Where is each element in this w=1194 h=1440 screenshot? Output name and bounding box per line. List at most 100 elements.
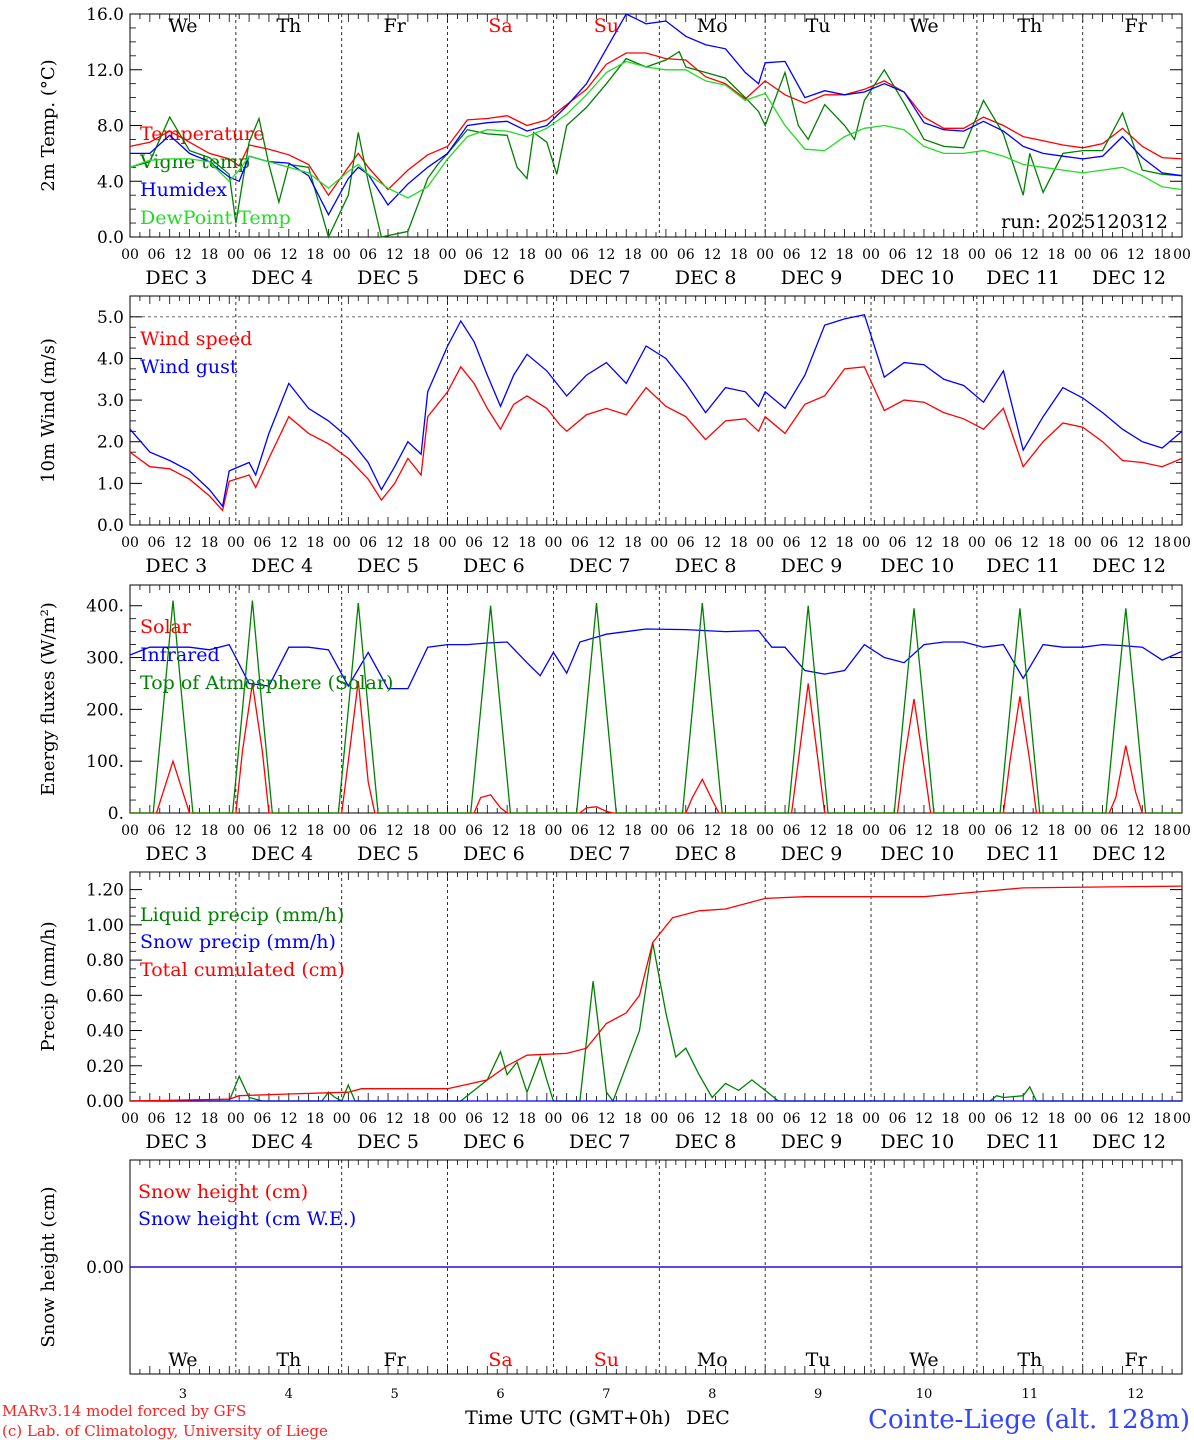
date-label: DEC 7 — [569, 555, 631, 577]
hour-label: 18 — [518, 823, 536, 839]
hour-label: 00 — [1173, 1111, 1191, 1127]
hour-label: 00 — [121, 247, 139, 263]
hour-label: 06 — [465, 1111, 483, 1127]
hour-label: 18 — [942, 535, 960, 551]
legend-entry: Snow height (cm) — [138, 1181, 308, 1203]
y-tick-label: 0.0 — [97, 516, 124, 536]
date-label: DEC 7 — [569, 843, 631, 865]
hour-label: 00 — [862, 247, 880, 263]
date-label: DEC 5 — [357, 1131, 419, 1153]
hour-label: 18 — [200, 823, 218, 839]
day-name: Mo — [697, 1349, 728, 1371]
y-tick-label: 0.0 — [97, 228, 124, 248]
hour-label: 06 — [1100, 1111, 1118, 1127]
hour-label: 12 — [915, 535, 933, 551]
hour-label: 06 — [1100, 535, 1118, 551]
day-name: Th — [1017, 1349, 1042, 1371]
hour-label: 00 — [439, 1111, 457, 1127]
hour-label: 12 — [809, 535, 827, 551]
hour-label: 06 — [994, 247, 1012, 263]
hour-label: 00 — [227, 535, 245, 551]
date-label: DEC 8 — [675, 843, 737, 865]
date-label: DEC 6 — [463, 267, 525, 289]
hour-label: 00 — [121, 1111, 139, 1127]
legend-entry: Liquid precip (mm/h) — [140, 904, 344, 926]
hour-label: 12 — [1021, 535, 1039, 551]
hour-label: 12 — [597, 1111, 615, 1127]
x-axis-unit: DEC — [686, 1407, 730, 1429]
hour-label: 18 — [306, 1111, 324, 1127]
legend-entry: Vigne temp — [139, 151, 250, 173]
y-axis-label: Energy fluxes (W/m²) — [38, 602, 59, 796]
hour-label: 00 — [968, 823, 986, 839]
date-label: DEC 4 — [251, 843, 313, 865]
date-label: DEC 4 — [251, 555, 313, 577]
legend-entry: DewPoint Temp — [140, 207, 291, 229]
hour-label: 06 — [889, 247, 907, 263]
hour-label: 12 — [809, 1111, 827, 1127]
day-number: 7 — [602, 1387, 610, 1402]
hour-label: 12 — [1127, 535, 1145, 551]
day-number: 11 — [1022, 1387, 1039, 1402]
hour-label: 18 — [1047, 535, 1065, 551]
y-axis-label: 2m Temp. (°C) — [38, 59, 59, 191]
day-name: We — [909, 1349, 938, 1371]
hour-label: 06 — [677, 535, 695, 551]
day-name: Tu — [806, 1349, 831, 1371]
hour-label: 06 — [889, 535, 907, 551]
hour-label: 12 — [809, 823, 827, 839]
date-label: DEC 11 — [986, 555, 1060, 577]
day-number: 4 — [285, 1387, 293, 1402]
hour-label: 18 — [836, 823, 854, 839]
hour-label: 12 — [1127, 1111, 1145, 1127]
hour-label: 06 — [783, 1111, 801, 1127]
panel-1: 0.0 4.0 8.0 12.0 16.0 2m Temp. (°C) Temperatur… — [38, 5, 1191, 289]
hour-label: 12 — [386, 823, 404, 839]
hour-label: 12 — [280, 1111, 298, 1127]
hour-label: 18 — [1153, 247, 1171, 263]
day-number: 6 — [496, 1387, 504, 1402]
hour-label: 12 — [1127, 247, 1145, 263]
date-label: DEC 5 — [357, 267, 419, 289]
y-tick-label: 100. — [86, 752, 124, 772]
y-tick-label: 1.00 — [86, 916, 124, 936]
hour-label: 12 — [1021, 823, 1039, 839]
hour-label: 12 — [280, 535, 298, 551]
hour-label: 12 — [492, 823, 510, 839]
date-label: DEC 10 — [880, 843, 954, 865]
hour-label: 12 — [386, 535, 404, 551]
y-axis-label: Precip (mm/h) — [38, 921, 59, 1051]
hour-label: 06 — [677, 247, 695, 263]
hour-label: 00 — [121, 823, 139, 839]
hour-label: 12 — [492, 1111, 510, 1127]
y-tick-label: 0.60 — [86, 986, 124, 1006]
series-line — [129, 628, 1183, 690]
plot-frame — [129, 295, 1183, 526]
hour-label: 06 — [889, 1111, 907, 1127]
hour-label: 12 — [280, 247, 298, 263]
day-number: 9 — [814, 1387, 822, 1402]
hour-label: 06 — [571, 823, 589, 839]
hour-label: 00 — [1173, 823, 1191, 839]
hour-label: 00 — [650, 535, 668, 551]
hour-label: 12 — [386, 247, 404, 263]
hour-label: 12 — [915, 823, 933, 839]
y-axis-label: Snow height (cm) — [38, 1186, 59, 1347]
date-label: DEC 9 — [781, 843, 843, 865]
date-label: DEC 7 — [569, 1131, 631, 1153]
day-name: Th — [1017, 15, 1042, 37]
hour-label: 00 — [968, 1111, 986, 1127]
date-label: DEC 10 — [880, 555, 954, 577]
day-name: Su — [594, 1349, 619, 1371]
series-line — [129, 50, 1183, 239]
hour-label: 12 — [703, 1111, 721, 1127]
hour-label: 18 — [1153, 823, 1171, 839]
hour-label: 00 — [756, 823, 774, 839]
date-label: DEC 3 — [145, 267, 207, 289]
station-name: Cointe-Liege (alt. 128m) — [868, 1405, 1190, 1435]
y-axis-label: 10m Wind (m/s) — [38, 338, 59, 483]
day-name: Mo — [697, 15, 728, 37]
hour-label: 18 — [518, 1111, 536, 1127]
date-label: DEC 9 — [781, 267, 843, 289]
hour-label: 06 — [994, 1111, 1012, 1127]
